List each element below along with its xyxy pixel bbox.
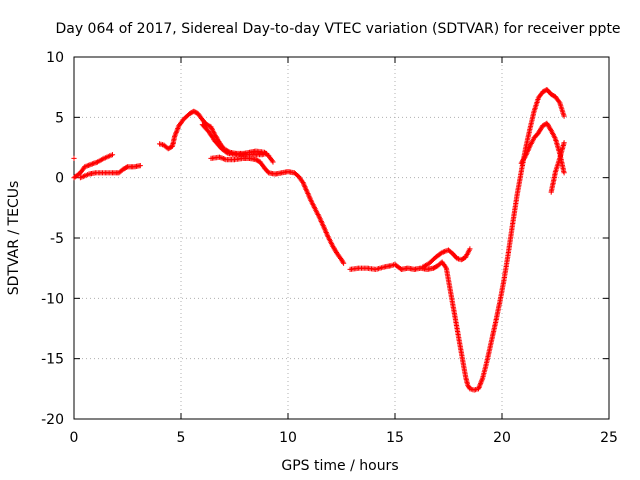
data-point: [123, 164, 129, 170]
data-point: [269, 158, 275, 164]
y-axis-label: SDTVAR / TECUs: [6, 181, 22, 296]
x-tick-label: 20: [493, 430, 511, 446]
y-tick-label: -15: [41, 352, 64, 368]
y-tick-label: -20: [41, 412, 64, 428]
data-point: [442, 264, 449, 270]
plot-axes: 0 5 10 15 20 25 -20 -15 -10 -5 0 5 10: [41, 50, 618, 446]
data-point: [71, 155, 77, 161]
x-axis-label: GPS time / hours: [281, 458, 398, 474]
data-point: [340, 259, 346, 265]
y-tick-label: 5: [55, 110, 64, 126]
x-tick-label: 0: [70, 430, 79, 446]
data-point: [270, 159, 276, 165]
data-point: [137, 163, 143, 169]
y-tick-label: 10: [46, 50, 64, 66]
chart-title: Day 064 of 2017, Sidereal Day-to-day VTE…: [55, 21, 620, 37]
x-tick-label: 25: [600, 430, 618, 446]
data-points: [71, 87, 567, 393]
data-point: [561, 113, 567, 119]
data-point: [264, 150, 270, 157]
y-tick-label: -5: [50, 231, 64, 247]
data-point: [561, 140, 567, 146]
grid-lines: [74, 57, 609, 419]
data-point: [224, 150, 230, 156]
x-tick-label: 15: [386, 430, 404, 446]
y-tick-label: -10: [41, 291, 64, 307]
data-point: [341, 260, 347, 266]
data-point: [109, 152, 116, 158]
x-tick-label: 5: [177, 430, 186, 446]
data-point: [561, 170, 567, 176]
data-point: [467, 246, 473, 252]
y-tick-label: 0: [55, 171, 64, 187]
x-tick-label: 10: [279, 430, 297, 446]
